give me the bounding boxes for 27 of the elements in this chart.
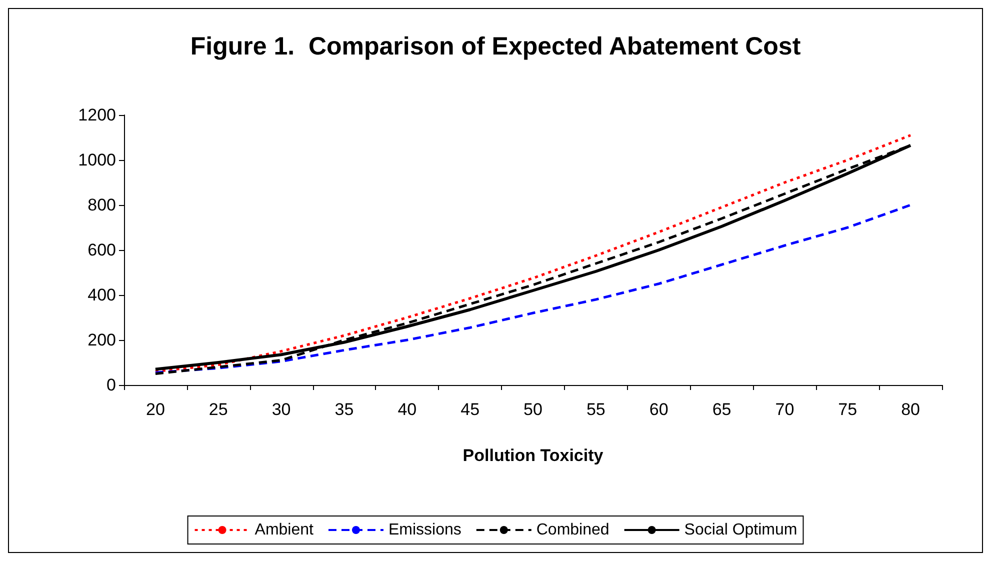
y-tick-label: 0 [106,376,116,394]
x-axis-title: Pollution Toxicity [462,446,604,465]
x-tick-label: 80 [901,400,920,419]
line-series [154,204,912,374]
x-tick-label: 50 [524,400,542,419]
x-tick-label: 60 [649,400,668,419]
y-tick-label: 600 [88,240,116,260]
chart-title: Figure 1. Comparison of Expected Abatement Cost [190,32,802,60]
x-tick-label: 30 [272,400,291,419]
x-tick-label: 70 [775,400,794,419]
legend-label: Emissions [388,522,462,538]
x-tick-label: 55 [586,400,606,419]
legend-label: Social Optimum [684,522,798,538]
y-tick-label: 400 [88,286,116,304]
x-tick-label: 40 [398,400,417,419]
x-tick-label: 45 [460,400,480,419]
x-tick-label: 75 [838,400,858,419]
y-tick-label: 200 [88,330,116,350]
x-tick-label: 20 [146,400,165,419]
x-tick-label: 25 [208,400,228,419]
y-tick-label: 1000 [78,150,116,170]
legend-label: Ambient [254,522,314,538]
y-tick-label: 800 [88,196,116,214]
legend-label: Combined [536,522,610,538]
x-tick-label: 35 [334,400,354,419]
y-tick-label: 1200 [78,106,116,124]
x-tick-label: 65 [712,400,732,419]
